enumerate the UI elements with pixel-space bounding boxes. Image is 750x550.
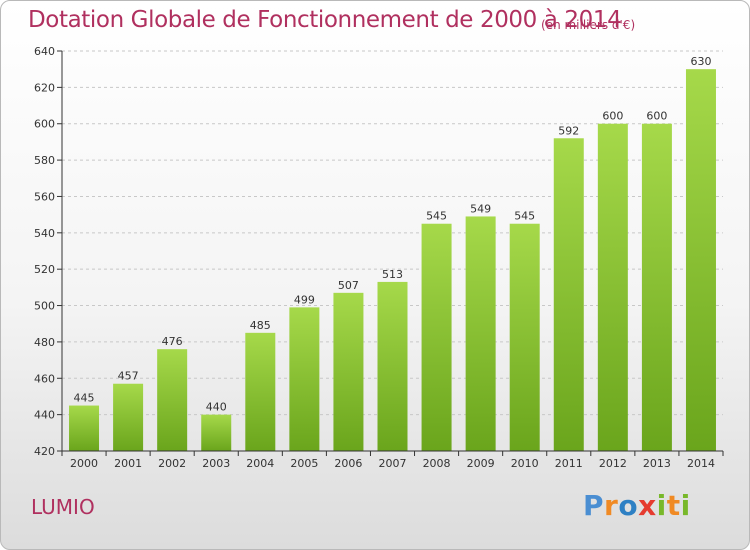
bar-2005	[289, 307, 320, 451]
y-tick-label-640: 640	[34, 45, 55, 58]
x-tick-label-2010: 2010	[511, 457, 539, 470]
bar-2013	[641, 123, 672, 452]
x-tick-label-2013: 2013	[643, 457, 671, 470]
x-tick-label-2005: 2005	[290, 457, 318, 470]
x-tick-label-2012: 2012	[599, 457, 627, 470]
value-label-2012: 600	[602, 110, 623, 123]
y-tick-label-600: 600	[34, 118, 55, 131]
bar-2008	[421, 223, 452, 451]
y-tick-label-420: 420	[34, 445, 55, 458]
bar-2006	[333, 292, 364, 451]
value-label-2008: 545	[426, 210, 447, 223]
bar-2001	[113, 383, 144, 451]
bars	[69, 69, 716, 452]
bar-2002	[157, 349, 188, 451]
x-tick-label-2000: 2000	[70, 457, 98, 470]
bar-2010	[509, 223, 540, 451]
x-tick-label-2008: 2008	[423, 457, 451, 470]
bar-2007	[377, 281, 408, 451]
value-label-2013: 600	[646, 110, 667, 123]
y-tick-label-460: 460	[34, 372, 55, 385]
value-labels: 445 457 476 440 485 499 507 513 545 549 545 592 600 6…	[74, 55, 712, 413]
value-label-2010: 545	[514, 210, 535, 223]
chart-title: Dotation Globale de Fonctionnement de 20…	[28, 7, 622, 33]
y-tick-label-580: 580	[34, 154, 55, 167]
value-label-2011: 592	[558, 124, 579, 137]
x-tick-label-2009: 2009	[467, 457, 495, 470]
x-tick-label-2007: 2007	[379, 457, 407, 470]
bar-2004	[245, 332, 276, 451]
value-label-2003: 440	[206, 401, 227, 414]
x-tick-label-2006: 2006	[334, 457, 362, 470]
value-label-2014: 630	[690, 55, 711, 68]
bar-2003	[201, 414, 232, 451]
value-label-2009: 549	[470, 202, 491, 215]
y-tick-label-440: 440	[34, 409, 55, 422]
x-tick-label-2002: 2002	[158, 457, 186, 470]
commune-name: LUMIO	[31, 495, 95, 519]
chart-subtitle: (en milliers d'€)	[541, 18, 636, 32]
x-tick-label-2003: 2003	[202, 457, 230, 470]
value-label-2004: 485	[250, 319, 271, 332]
bar-2011	[553, 138, 584, 452]
value-label-2001: 457	[118, 370, 139, 383]
bar-2000	[69, 405, 100, 451]
y-tick-label-520: 520	[34, 263, 55, 276]
value-label-2002: 476	[162, 335, 183, 348]
value-label-2000: 445	[74, 392, 95, 405]
proxiti-logo: Proxiti	[583, 489, 691, 522]
x-tick-label-2014: 2014	[687, 457, 715, 470]
y-tick-label-480: 480	[34, 336, 55, 349]
x-tick-label-2004: 2004	[246, 457, 274, 470]
axes: 420 440 460 480 500 520 540 560 580 600 620 640 2000…	[34, 45, 724, 470]
y-tick-label-560: 560	[34, 190, 55, 203]
y-tick-label-540: 540	[34, 227, 55, 240]
x-tick-label-2011: 2011	[555, 457, 583, 470]
bar-2012	[597, 123, 628, 452]
value-label-2007: 513	[382, 268, 403, 281]
y-tick-label-620: 620	[34, 81, 55, 94]
bar-2009	[465, 216, 496, 451]
value-label-2005: 499	[294, 293, 315, 306]
x-tick-label-2001: 2001	[114, 457, 142, 470]
y-tick-label-500: 500	[34, 300, 55, 313]
bar-2014	[685, 69, 716, 451]
value-label-2006: 507	[338, 279, 359, 292]
